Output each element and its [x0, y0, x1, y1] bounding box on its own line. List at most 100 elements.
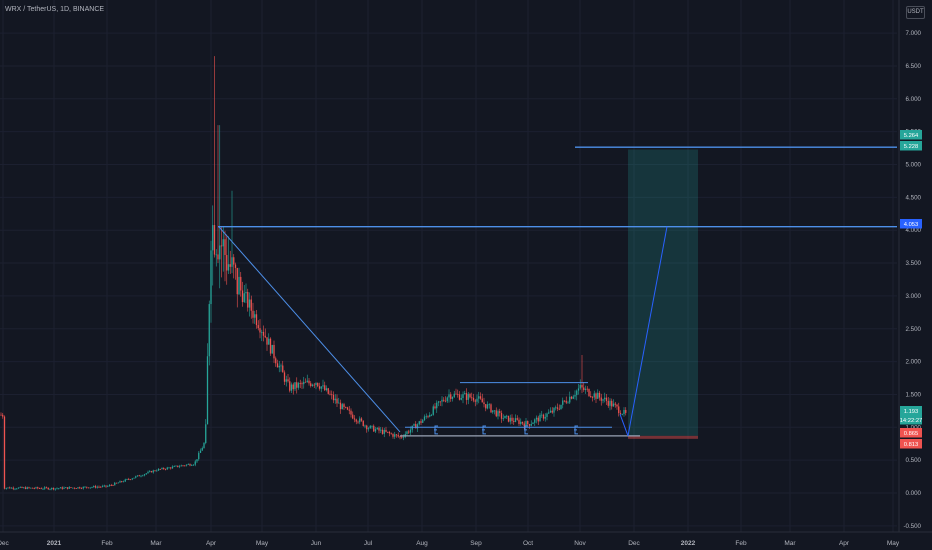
candle-body	[14, 488, 16, 490]
candle-body	[227, 264, 230, 271]
y-tick-label: 4.500	[906, 194, 922, 201]
candle-body	[593, 393, 595, 398]
range-marker-icon	[574, 425, 578, 435]
candle-body	[61, 487, 63, 489]
candle-body	[443, 399, 445, 401]
candle-body	[229, 264, 231, 267]
y-tick-label: 0.000	[906, 490, 922, 497]
candle-body	[374, 429, 377, 432]
candle-body	[539, 414, 541, 422]
candle-body	[82, 486, 84, 489]
candle-body	[72, 487, 74, 489]
candle-body	[9, 487, 11, 489]
candle-body	[303, 381, 305, 385]
candle-body	[112, 485, 114, 486]
candle-body	[86, 486, 88, 488]
candle-body	[3, 416, 6, 489]
candle-body	[469, 394, 471, 398]
candle-body	[429, 414, 431, 417]
candle-body	[472, 397, 475, 401]
candle-body	[399, 436, 401, 438]
candle-body	[395, 434, 398, 436]
candle-body	[432, 406, 434, 415]
candle-body	[17, 487, 20, 489]
candle-body	[609, 400, 611, 406]
candle-body	[359, 418, 361, 423]
candle-body	[315, 382, 317, 385]
y-tick-label: 7.000	[906, 30, 922, 37]
candle-body	[275, 358, 277, 364]
candle-body	[79, 487, 81, 489]
candle-body	[516, 418, 518, 420]
candle-body	[287, 379, 289, 382]
x-tick-label: Apr	[839, 540, 850, 547]
candle-body	[514, 418, 517, 422]
candles	[0, 56, 627, 491]
candle-body	[525, 421, 527, 427]
x-tick-label: Nov	[574, 540, 586, 547]
candle-body	[507, 415, 510, 422]
currency-button[interactable]: USDT	[906, 6, 925, 19]
candle-body	[567, 402, 569, 404]
candle-body	[133, 477, 135, 479]
candle-body	[175, 465, 177, 467]
candle-body	[217, 254, 219, 260]
candle-body	[345, 406, 347, 408]
range-marker-icon	[482, 425, 486, 435]
candle-body	[152, 470, 154, 473]
candle-body	[238, 276, 240, 295]
candle-body	[19, 486, 21, 488]
candle-body	[450, 394, 452, 399]
candle-body	[215, 254, 217, 256]
candle-body	[189, 464, 191, 466]
candle-body	[542, 414, 545, 419]
candle-body	[534, 419, 536, 423]
candle-body	[490, 404, 492, 413]
candle-body	[577, 388, 580, 391]
candle-body	[245, 291, 247, 294]
candle-body	[523, 423, 525, 427]
candle-body	[131, 478, 133, 480]
price-label-text: 1.193	[904, 409, 919, 415]
candle-body	[408, 431, 410, 433]
candle-body	[605, 397, 608, 401]
candle-body	[551, 410, 553, 413]
candle-body	[199, 450, 202, 453]
candle-body	[581, 384, 583, 388]
candle-body	[240, 276, 242, 291]
candle-body	[385, 429, 387, 432]
candle-body	[124, 479, 126, 482]
annotations-under	[628, 149, 698, 439]
candle-body	[341, 404, 343, 410]
candle-body	[329, 393, 331, 395]
candle-body	[231, 257, 233, 267]
trend-line	[218, 226, 401, 433]
candle-body	[194, 461, 196, 465]
candle-body	[416, 424, 419, 429]
candle-body	[388, 431, 391, 434]
candle-body	[430, 414, 433, 416]
candle-body	[159, 468, 161, 470]
x-tick-label: 2021	[47, 540, 62, 547]
candle-body	[45, 487, 48, 489]
candle-body	[47, 487, 49, 490]
candle-body	[327, 388, 329, 394]
candle-body	[460, 398, 462, 400]
candle-body	[563, 400, 566, 402]
candle-body	[343, 404, 345, 407]
x-tick-label: Oct	[523, 540, 533, 547]
x-tick-label: 2022	[681, 540, 696, 547]
candle-body	[338, 402, 340, 404]
candle-body	[203, 443, 205, 448]
candle-body	[423, 416, 426, 421]
candle-body	[58, 488, 60, 490]
candle-body	[465, 393, 468, 400]
candle-body	[420, 421, 422, 423]
candle-body	[65, 487, 67, 489]
candle-body	[402, 436, 405, 438]
candle-body	[170, 467, 172, 469]
candle-body	[63, 487, 65, 489]
candle-body	[222, 239, 224, 247]
